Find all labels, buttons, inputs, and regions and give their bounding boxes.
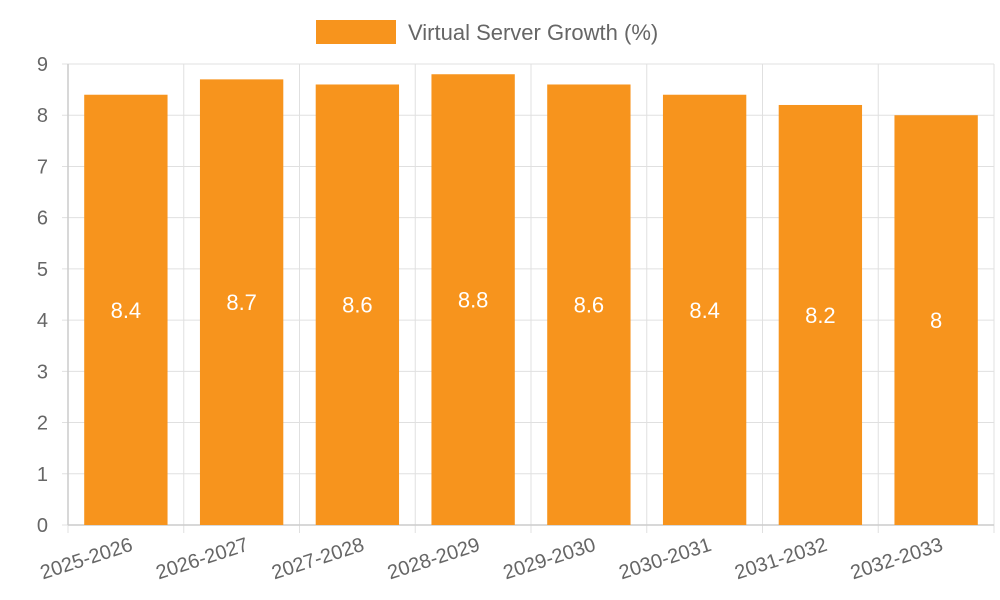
bar[interactable] bbox=[547, 84, 631, 525]
bar-value-label: 8.8 bbox=[458, 288, 489, 313]
y-tick-label: 7 bbox=[37, 156, 48, 178]
bar-layer bbox=[84, 74, 978, 525]
bar-value-label: 8.4 bbox=[111, 298, 142, 323]
y-tick-label: 8 bbox=[37, 105, 48, 127]
label-layer: 8.4 8.7 8.6 8.8 8.6 8.4 8.2 8 bbox=[111, 288, 943, 333]
y-tick-label: 2 bbox=[37, 413, 48, 435]
legend-label[interactable]: Virtual Server Growth (%) bbox=[408, 20, 658, 45]
bar[interactable] bbox=[894, 115, 978, 525]
bar-value-label: 8.4 bbox=[689, 298, 720, 323]
x-tick-label: 2027-2028 bbox=[269, 534, 367, 584]
y-tick-label: 3 bbox=[37, 361, 48, 383]
bar-value-label: 8.7 bbox=[226, 290, 257, 315]
bar[interactable] bbox=[199, 79, 284, 525]
x-tick-label: 2028-2029 bbox=[385, 534, 483, 584]
y-tick-label: 4 bbox=[37, 310, 48, 332]
y-tick-label: 0 bbox=[37, 515, 48, 537]
bar-value-label: 8 bbox=[930, 308, 942, 333]
bar-value-label: 8.2 bbox=[805, 303, 836, 328]
bar[interactable] bbox=[431, 74, 515, 525]
x-tick-label: 2030-2031 bbox=[616, 534, 714, 584]
x-tick-label: 2031-2032 bbox=[732, 534, 830, 584]
bar[interactable] bbox=[84, 94, 168, 525]
x-tick-label: 2032-2033 bbox=[848, 534, 946, 584]
y-tick-label: 6 bbox=[37, 208, 48, 230]
legend-swatch[interactable] bbox=[316, 20, 396, 44]
x-tick-label: 2029-2030 bbox=[501, 534, 599, 584]
y-tick-label: 1 bbox=[37, 464, 48, 486]
bar-value-label: 8.6 bbox=[574, 293, 605, 318]
y-tick-label: 5 bbox=[37, 259, 48, 281]
x-tick-label: 2026-2027 bbox=[153, 534, 251, 584]
legend[interactable]: Virtual Server Growth (%) bbox=[316, 20, 658, 45]
y-tick-label: 9 bbox=[37, 54, 48, 76]
bar[interactable] bbox=[315, 84, 400, 525]
x-tick-label: 2025-2026 bbox=[38, 534, 136, 584]
bar-value-label: 8.6 bbox=[342, 293, 373, 318]
bar[interactable] bbox=[778, 104, 863, 525]
bar[interactable] bbox=[662, 94, 747, 525]
